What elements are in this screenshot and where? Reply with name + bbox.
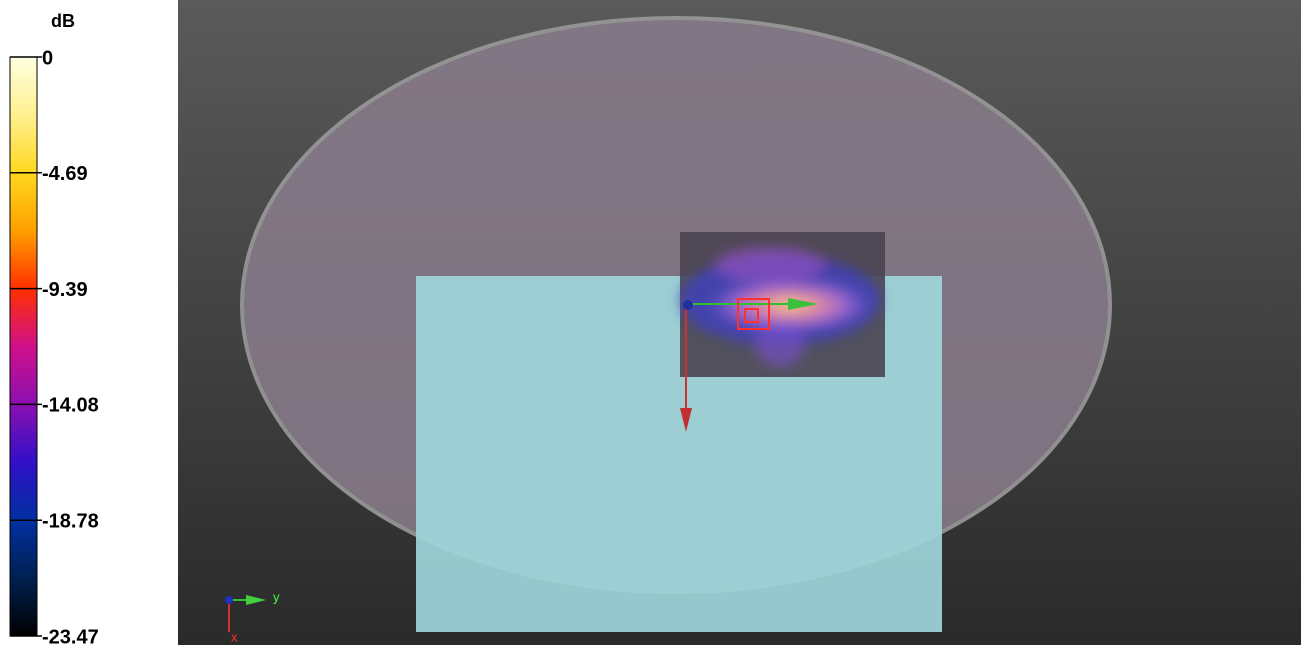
- tick-label: -14.08: [42, 395, 99, 417]
- peak-box-outer: [737, 298, 770, 330]
- y-arrow-head: [788, 298, 818, 310]
- colorbar-unit: dB: [51, 11, 75, 31]
- viewport: y x: [178, 0, 1301, 645]
- tick-label: 0: [42, 47, 53, 69]
- tick-label: -23.47: [42, 626, 99, 645]
- tick-label: -18.78: [42, 511, 99, 533]
- triad-x-label: x: [231, 629, 238, 644]
- tick-label: -9.39: [42, 279, 88, 301]
- peak-box-inner: [744, 308, 759, 323]
- colorbar-ticks: 0 -4.69 -9.39 -14.08 -18.78 -23.47: [10, 47, 99, 645]
- heat-blob: [715, 247, 825, 283]
- x-arrow-head: [680, 408, 692, 432]
- tick-label: -4.69: [42, 163, 88, 185]
- colorbar: dB 0 -4.69 -9.39 -14.08 -18.78 -23.47: [9, 11, 99, 645]
- origin-point: [683, 300, 693, 310]
- colorbar-gradient: [9, 56, 38, 637]
- triad-y-label: y: [273, 589, 280, 604]
- heat-blob: [755, 323, 805, 367]
- triad-origin: [225, 596, 233, 604]
- axis-triad: y x: [225, 589, 280, 644]
- triad-y-head: [246, 595, 266, 605]
